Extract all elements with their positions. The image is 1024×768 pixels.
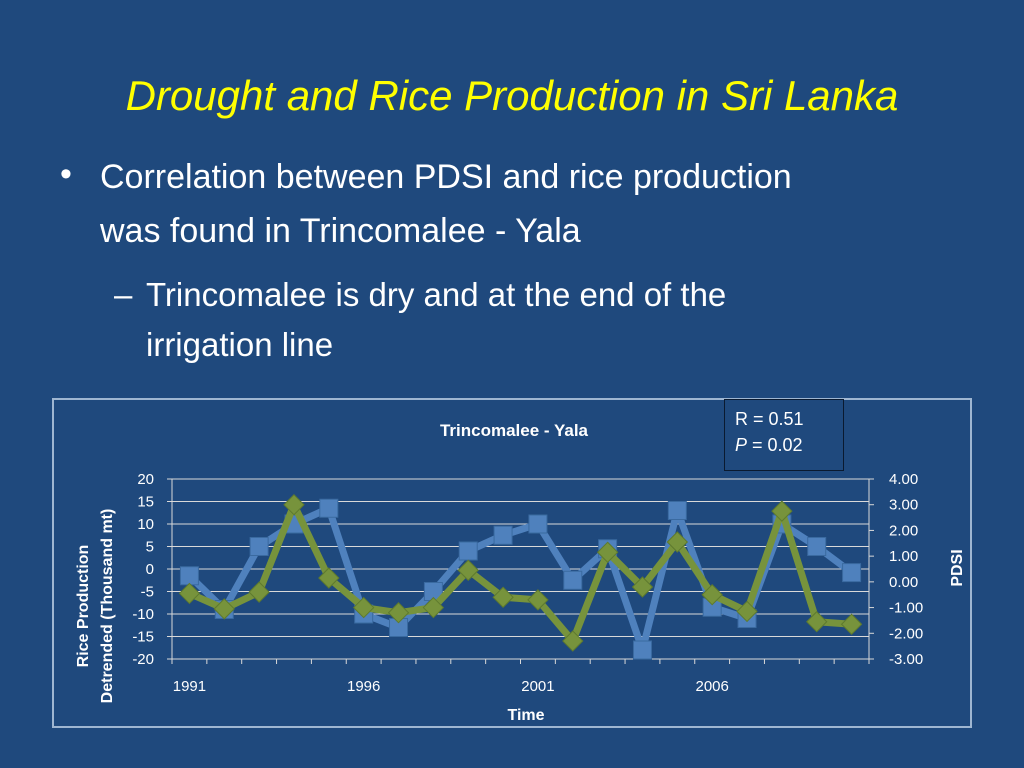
bullet-correlation-line2: was found in Trincomalee - Yala <box>100 212 581 250</box>
data-point-square <box>458 541 478 561</box>
chart-series <box>178 494 863 660</box>
x-axis-label: Time <box>507 707 544 724</box>
data-point-square <box>179 566 199 586</box>
x-tick-label: 1991 <box>173 678 206 695</box>
data-point-diamond <box>840 613 863 635</box>
y2-tick-label: 4.00 <box>889 471 918 488</box>
y2-axis-label: PDSI <box>949 549 966 586</box>
data-point-diamond <box>596 541 619 563</box>
y-tick-label: 0 <box>146 561 154 578</box>
data-point-square <box>632 640 652 660</box>
y-tick-label: 5 <box>146 539 154 556</box>
bullet-list: • Correlation between PDSI and rice prod… <box>0 0 1024 380</box>
data-point-diamond <box>701 584 723 606</box>
y-tick-label: -10 <box>132 606 154 623</box>
data-point-diamond <box>422 596 445 619</box>
data-point-diamond <box>318 567 340 589</box>
y2-tick-label: 0.00 <box>889 574 918 591</box>
data-point-diamond <box>352 596 375 619</box>
line-chart: 20 15 10 5 0 -5 -10 -15 -20 4.00 3.00 2.00 1.00 0.00 -… <box>75 421 966 724</box>
sub-bullet-trincomalee: Trincomalee is dry and at the end of the… <box>146 270 906 370</box>
data-point-square <box>563 570 583 590</box>
p-letter: P <box>735 435 748 455</box>
p-rest: = 0.02 <box>747 435 803 455</box>
data-point-square <box>807 537 827 556</box>
data-point-diamond <box>213 598 235 620</box>
x-tick-label: 2001 <box>521 678 554 695</box>
slide-title: Drought and Rice Production in Sri Lanka <box>125 72 899 119</box>
y-tick-label: 15 <box>137 494 154 511</box>
y-tick-label: 10 <box>137 516 154 533</box>
data-point-diamond <box>806 611 828 633</box>
data-point-diamond <box>387 602 410 624</box>
chart-axes: 20 15 10 5 0 -5 -10 -15 -20 4.00 3.00 2.00 1.00 0.00 -… <box>132 471 923 695</box>
data-point-diamond <box>527 589 549 611</box>
data-point-square <box>249 537 269 556</box>
data-point-diamond <box>562 630 584 652</box>
y-tick-label: -20 <box>132 651 154 668</box>
y-tick-label: 20 <box>137 471 154 488</box>
data-point-square <box>528 514 548 534</box>
bullet-correlation-line1: Correlation between PDSI and rice produc… <box>100 158 792 196</box>
data-point-diamond <box>178 582 201 605</box>
data-point-square <box>493 525 513 545</box>
data-point-diamond <box>457 559 479 581</box>
y-axis-label-line1: Rice Production <box>75 545 92 668</box>
data-point-diamond <box>771 500 793 522</box>
chart-title: Trincomalee - Yala <box>440 421 589 440</box>
p-value: P = 0.02 <box>735 432 843 458</box>
y-tick-label: -5 <box>141 584 154 601</box>
data-point-diamond <box>736 600 758 623</box>
data-point-diamond <box>492 586 514 608</box>
y-tick-label: -15 <box>132 629 154 646</box>
y2-tick-label: -1.00 <box>889 600 923 617</box>
data-point-square <box>319 498 339 518</box>
bullet-dot: • <box>60 155 72 193</box>
bullet-correlation: Correlation between PDSI and rice produc… <box>100 150 980 258</box>
y2-tick-label: -2.00 <box>889 625 923 642</box>
x-tick-label: 2006 <box>695 678 728 695</box>
data-point-square <box>842 563 862 583</box>
y2-tick-label: 1.00 <box>889 548 918 565</box>
data-point-diamond <box>631 576 654 598</box>
correlation-stats-box: R = 0.51 P = 0.02 <box>724 399 844 471</box>
x-tick-label: 1996 <box>347 678 380 695</box>
sub-bullet-line1: Trincomalee is dry and at the end of the <box>146 276 727 313</box>
data-point-diamond <box>666 531 689 553</box>
y-axis-label-line2: Detrended (Thousand mt) <box>99 509 116 704</box>
r-value: R = 0.51 <box>735 409 804 429</box>
y2-tick-label: -3.00 <box>889 651 923 668</box>
y2-tick-label: 2.00 <box>889 522 918 539</box>
y2-tick-label: 3.00 <box>889 497 918 514</box>
data-point-square <box>667 501 687 520</box>
sub-bullet-dash: – <box>114 276 133 313</box>
data-point-diamond <box>248 581 270 603</box>
sub-bullet-line2: irrigation line <box>146 326 334 363</box>
data-point-diamond <box>283 494 305 516</box>
